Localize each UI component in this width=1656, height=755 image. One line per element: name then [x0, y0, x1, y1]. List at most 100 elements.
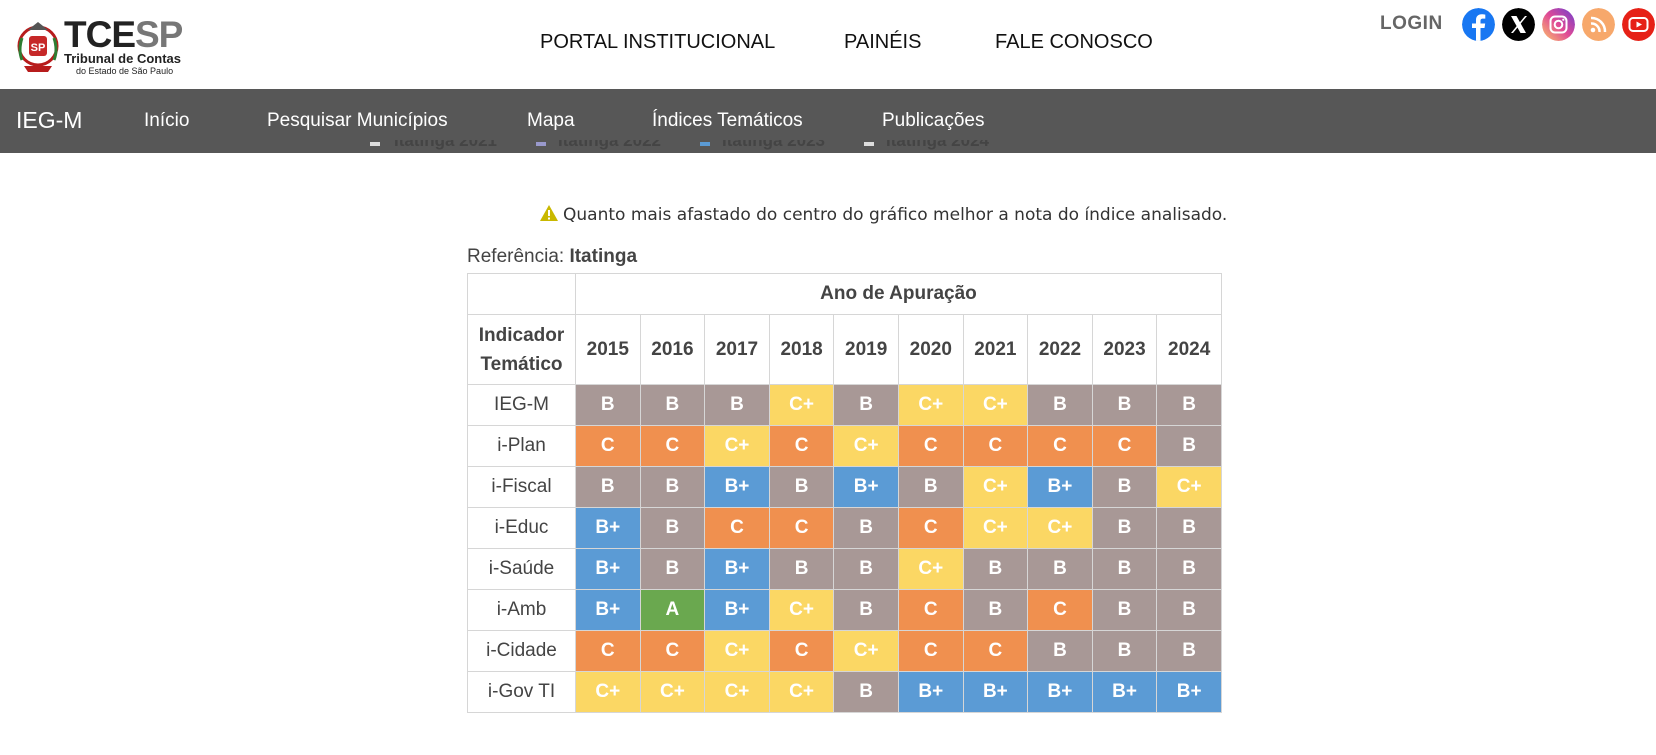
- grade-cell: C: [639, 630, 706, 672]
- indicator-label: i-Saúde: [467, 548, 576, 590]
- rss-icon[interactable]: [1582, 8, 1615, 41]
- indicator-label: i-Cidade: [467, 630, 576, 672]
- year-header-2023: 2023: [1091, 314, 1158, 385]
- grade-cell: B: [897, 466, 964, 508]
- grade-cell: B: [1156, 548, 1222, 590]
- navbar-brand[interactable]: IEG-M: [16, 107, 83, 133]
- navbar-item-pesquisar-municipios[interactable]: Pesquisar Municípios: [267, 110, 448, 131]
- legend-item: Itatinga 2024: [886, 140, 989, 150]
- grade-cell: B: [1027, 548, 1093, 590]
- legend-item: Itatinga 2023: [722, 140, 825, 150]
- year-header-2024: 2024: [1156, 314, 1222, 385]
- grade-cell: B: [833, 671, 899, 713]
- main-navbar: IEG-M Início Pesquisar Municípios Mapa Í…: [0, 89, 1656, 153]
- grade-cell: B+: [575, 589, 641, 631]
- grade-cell: B: [1027, 630, 1093, 672]
- grade-cell: C+: [897, 384, 964, 426]
- table-row: i-Educ B+ B C C B C C+ C+ B B: [467, 507, 1222, 549]
- indicator-label: i-Gov TI: [467, 671, 576, 713]
- grade-cell: C: [897, 630, 964, 672]
- grades-table: Ano de Apuração Indicador Temático 2015 2…: [467, 273, 1222, 713]
- grade-cell: C: [704, 507, 770, 549]
- grade-cell: A: [639, 589, 706, 631]
- nav-paineis[interactable]: PAINÉIS: [844, 31, 922, 53]
- grade-cell: B: [1091, 589, 1158, 631]
- grade-cell: C+: [897, 548, 964, 590]
- grade-cell: C+: [833, 630, 899, 672]
- navbar-item-publicacoes[interactable]: Publicações: [882, 110, 985, 131]
- table-row: i-Gov TI C+ C+ C+ C+ B B+ B+ B+ B+ B+: [467, 671, 1222, 713]
- legend-swatch: [370, 142, 380, 146]
- table-row: i-Fiscal B B B+ B B+ B C+ B+ B C+: [467, 466, 1222, 508]
- indicator-label: IEG-M: [467, 384, 576, 426]
- year-header-2018: 2018: [768, 314, 835, 385]
- indicator-label: i-Plan: [467, 425, 576, 467]
- table-row-header: Indicador Temático: [467, 314, 576, 385]
- grade-cell: B: [768, 466, 835, 508]
- grade-cell: C+: [962, 507, 1029, 549]
- grade-cell: C: [897, 425, 964, 467]
- grade-cell: C+: [704, 630, 770, 672]
- tcesp-logo[interactable]: SP TCESP Tribunal de Contas do Estado de…: [14, 16, 194, 76]
- logo-subtitle: Tribunal de Contas: [64, 51, 182, 66]
- navbar-item-inicio[interactable]: Início: [144, 110, 190, 131]
- youtube-icon[interactable]: [1622, 8, 1655, 41]
- navbar-item-mapa[interactable]: Mapa: [527, 110, 575, 131]
- instagram-icon[interactable]: [1542, 8, 1575, 41]
- nav-portal-institucional[interactable]: PORTAL INSTITUCIONAL: [540, 31, 776, 53]
- grade-cell: C+: [962, 466, 1029, 508]
- year-header-2015: 2015: [575, 314, 641, 385]
- grade-cell: C: [962, 425, 1029, 467]
- grade-cell: C+: [1027, 507, 1093, 549]
- grade-cell: B: [639, 507, 706, 549]
- x-twitter-icon[interactable]: [1502, 8, 1535, 41]
- table-row: i-Plan C C C+ C C+ C C C C B: [467, 425, 1222, 467]
- grade-cell: B+: [704, 589, 770, 631]
- grade-cell: C: [962, 630, 1029, 672]
- legend-swatch: [700, 142, 710, 146]
- legend-item: Itatinga 2021: [394, 140, 497, 150]
- grade-cell: B: [1091, 548, 1158, 590]
- login-link[interactable]: LOGIN: [1380, 13, 1443, 34]
- year-header-2016: 2016: [639, 314, 706, 385]
- grade-cell: C+: [575, 671, 641, 713]
- year-header-2020: 2020: [897, 314, 964, 385]
- grade-cell: C+: [704, 425, 770, 467]
- grade-cell: B+: [575, 548, 641, 590]
- grade-cell: C+: [768, 384, 835, 426]
- warning-icon: [540, 205, 558, 221]
- grade-cell: C: [575, 425, 641, 467]
- grade-cell: B: [1156, 589, 1222, 631]
- grade-cell: C+: [768, 671, 835, 713]
- grade-cell: C: [897, 589, 964, 631]
- grade-cell: B+: [833, 466, 899, 508]
- grade-cell: C+: [704, 671, 770, 713]
- grade-cell: C: [639, 425, 706, 467]
- grade-cell: B+: [704, 466, 770, 508]
- svg-text:SP: SP: [31, 42, 46, 54]
- grade-cell: B: [1027, 384, 1093, 426]
- grade-cell: B: [704, 384, 770, 426]
- grade-cell: B: [833, 589, 899, 631]
- navbar-item-indices-tematicos[interactable]: Índices Temáticos: [652, 110, 803, 131]
- grade-cell: B+: [962, 671, 1029, 713]
- table-row: i-Cidade C C C+ C C+ C C B B B: [467, 630, 1222, 672]
- grade-cell: B: [639, 384, 706, 426]
- grade-cell: B: [1156, 630, 1222, 672]
- legend-swatch: [536, 142, 546, 146]
- grade-cell: C: [768, 425, 835, 467]
- grade-cell: B: [1156, 507, 1222, 549]
- logo-title-main: TCE: [64, 14, 136, 55]
- grade-cell: C: [768, 630, 835, 672]
- nav-fale-conosco[interactable]: FALE CONOSCO: [995, 31, 1153, 53]
- site-header: SP TCESP Tribunal de Contas do Estado de…: [0, 0, 1656, 89]
- grade-cell: B: [1091, 630, 1158, 672]
- grade-cell: B: [639, 548, 706, 590]
- grade-cell: B: [833, 384, 899, 426]
- grade-cell: B: [962, 548, 1029, 590]
- chart-legend: Itatinga 2021 Itatinga 2022 Itatinga 202…: [370, 140, 1010, 154]
- reference-municipality: Itatinga: [569, 246, 638, 267]
- reference-caption: Referência:: [467, 246, 565, 267]
- facebook-icon[interactable]: [1462, 8, 1495, 41]
- table-corner-cell: [467, 273, 576, 315]
